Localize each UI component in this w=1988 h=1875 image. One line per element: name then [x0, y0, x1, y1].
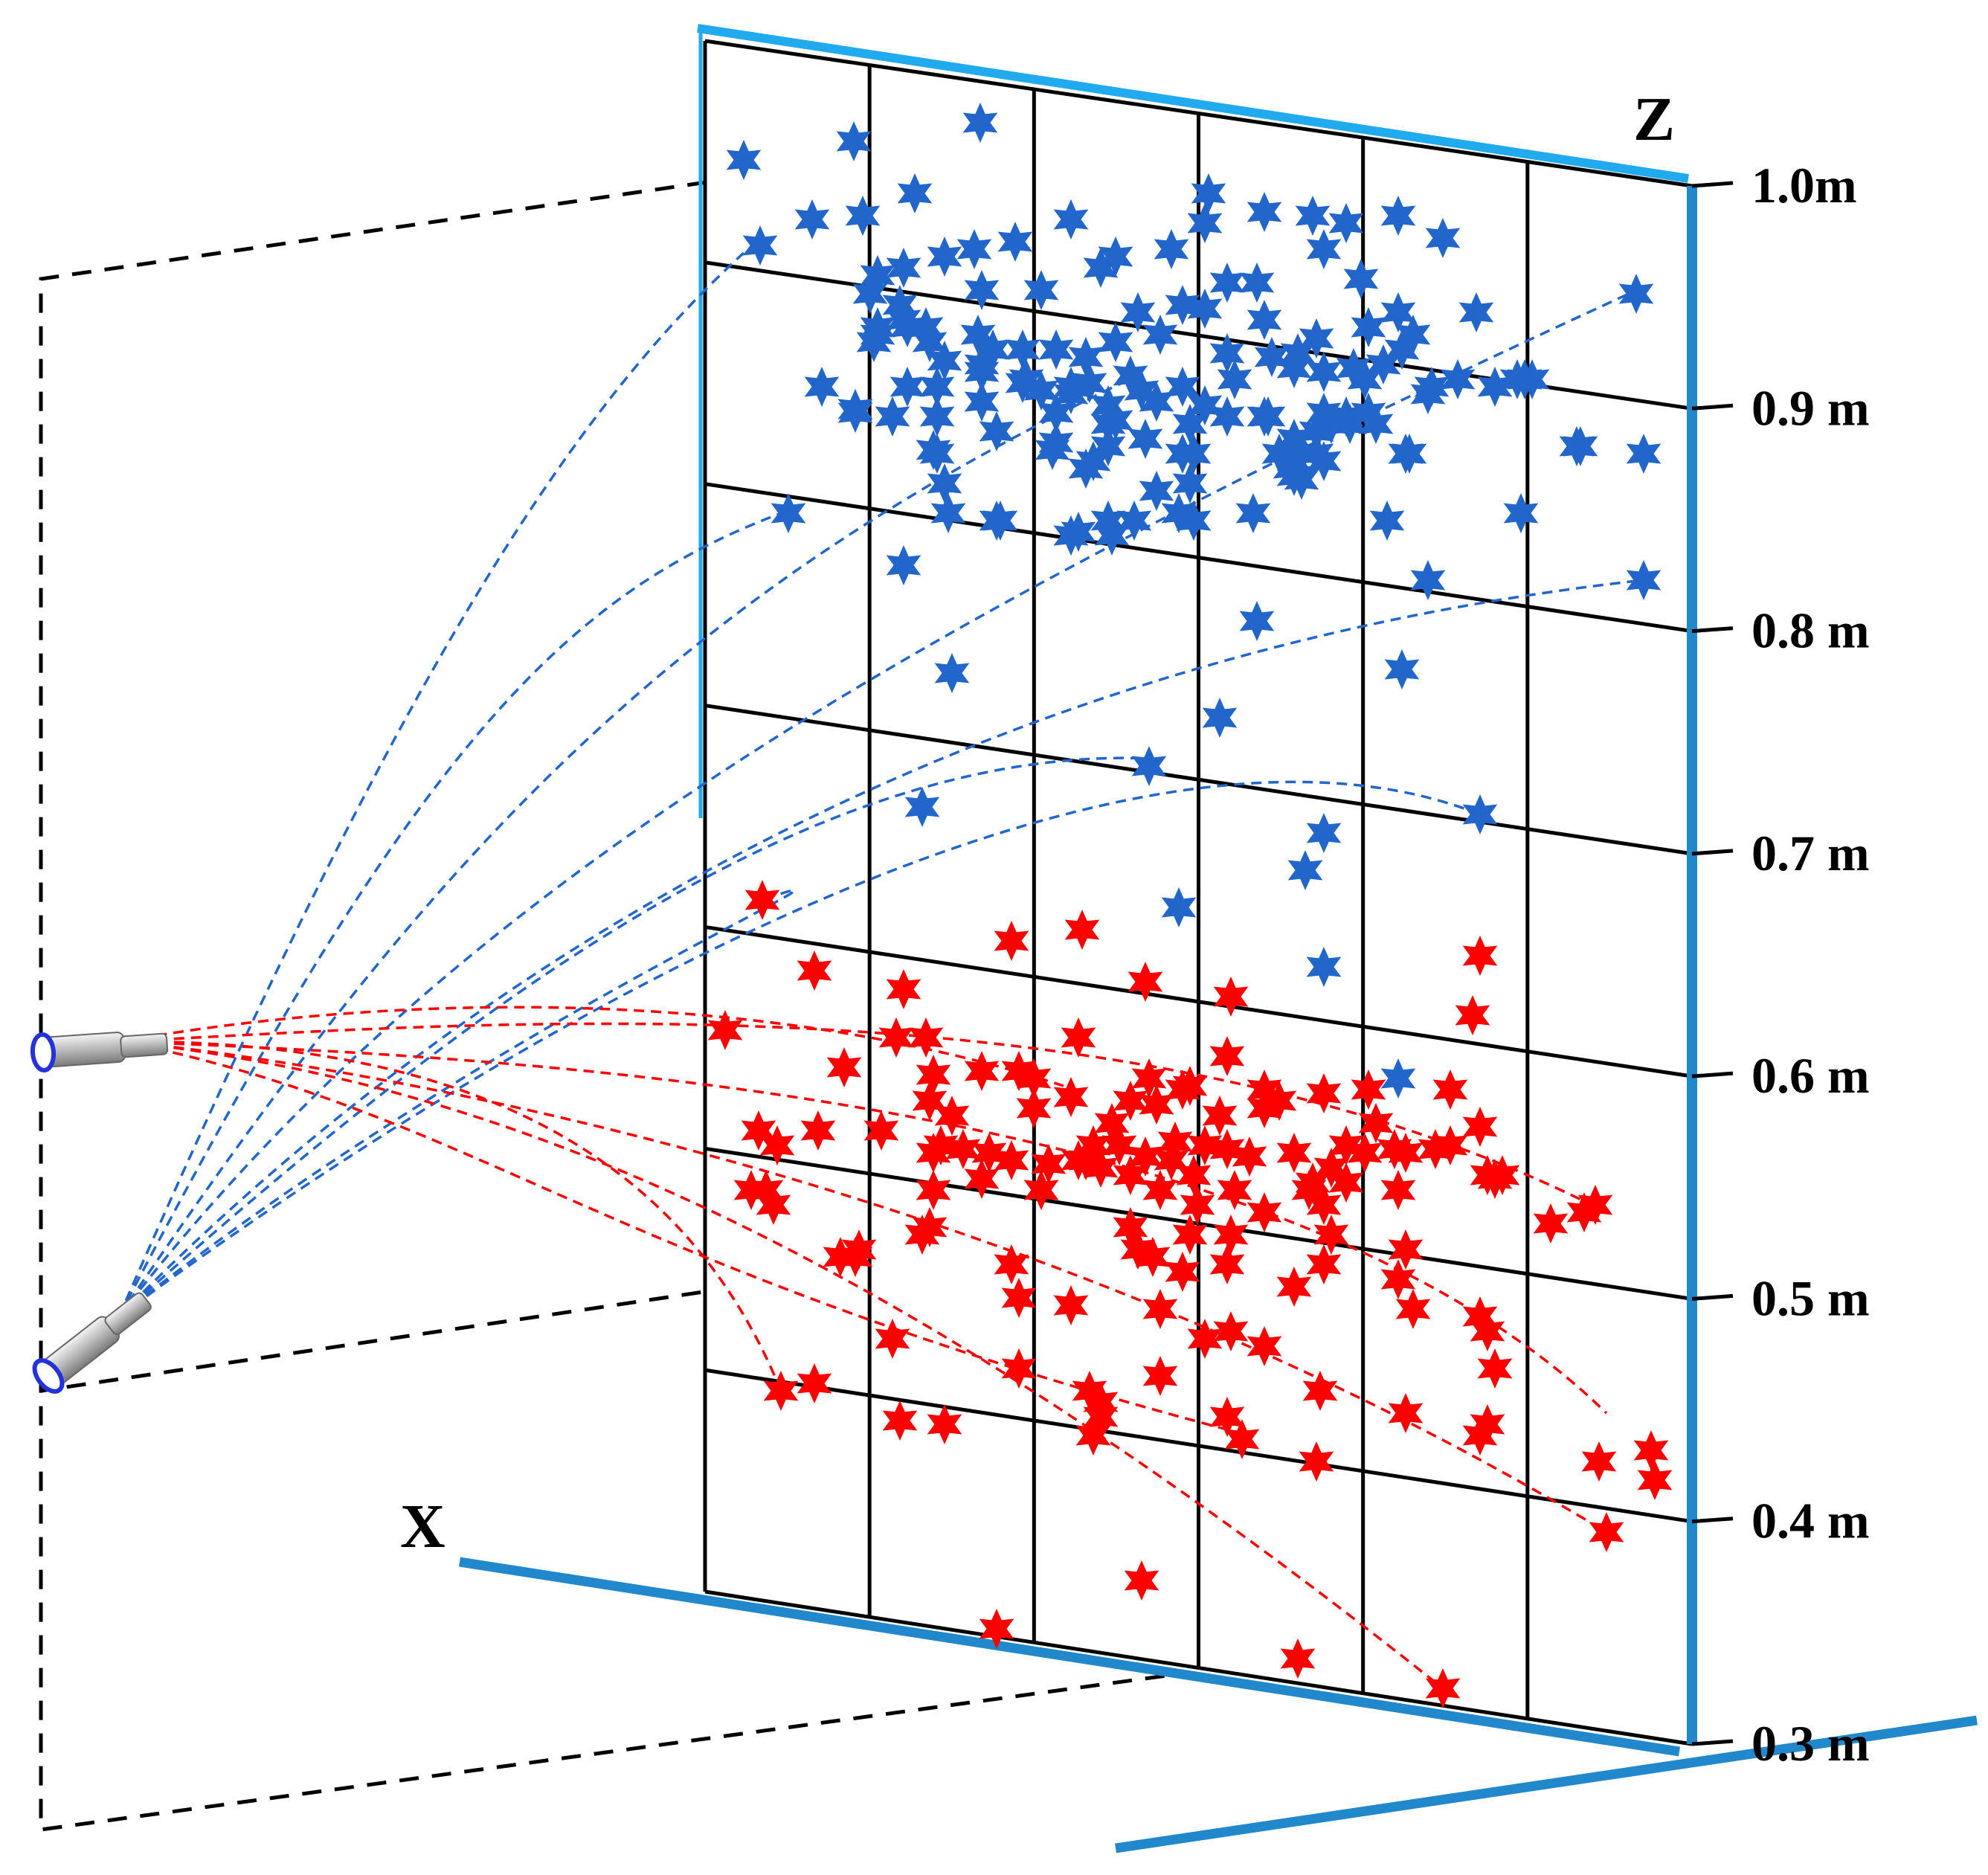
wall-top-edge	[697, 24, 1689, 183]
lower-trajectory	[122, 1040, 1608, 1415]
upper-trajectory	[118, 889, 796, 1318]
wall-grid-horizontal	[704, 482, 1693, 634]
wall-grid-horizontal	[704, 1146, 1693, 1301]
upper-trajectory	[118, 780, 1481, 1318]
lower-trajectory	[122, 1040, 1444, 1690]
height-label: 0.7 m	[1751, 825, 1870, 881]
height-label: 0.3 m	[1751, 1715, 1870, 1772]
height-tick	[1691, 849, 1734, 856]
wall-grid-horizontal	[704, 1589, 1693, 1746]
wall-grid-horizontal	[704, 704, 1693, 856]
lower-trajectory	[122, 1040, 1250, 1437]
upper-trajectory	[118, 251, 745, 1317]
x-axis-label: X	[400, 1492, 445, 1561]
height-tick	[1691, 403, 1734, 411]
height-label: 1.0m	[1751, 157, 1857, 213]
wall-panel	[697, 24, 1697, 1746]
lower-nozzle-trajectories	[122, 1006, 1608, 1690]
wall-grid-horizontal	[704, 39, 1693, 188]
height-tick	[1691, 1739, 1734, 1746]
upper-trajectory	[118, 512, 782, 1317]
wall-grid-horizontal	[704, 924, 1693, 1078]
z-axis-label: Z	[1633, 85, 1675, 154]
lower-trajectory	[122, 1040, 782, 1392]
height-tick	[1691, 1293, 1734, 1301]
height-tick	[1691, 1071, 1734, 1078]
lower-nozzle-icon	[32, 1292, 152, 1394]
height-label: 0.9 m	[1751, 379, 1870, 436]
height-label: 0.4 m	[1751, 1493, 1870, 1549]
height-tick	[1691, 626, 1734, 634]
wall-grid-horizontal	[704, 1368, 1693, 1524]
height-label: 0.6 m	[1751, 1047, 1870, 1104]
lower-trajectory	[122, 1040, 1607, 1534]
height-tick	[1691, 181, 1734, 188]
x-axis-line	[459, 1557, 1680, 1757]
height-tick	[1691, 1517, 1734, 1524]
upper-nozzle-icon	[30, 1032, 169, 1072]
upper-trajectory	[118, 756, 1154, 1318]
lower-trajectory	[122, 1006, 1064, 1087]
height-label: 0.8 m	[1751, 602, 1870, 659]
height-label: 0.5 m	[1751, 1270, 1870, 1326]
upper-trajectory	[118, 579, 1644, 1318]
height-scale: 1.0m 0.9 m 0.8 m 0.7 m 0.6 m 0.5 m 0.4 m 0.3 m	[1691, 157, 1870, 1772]
y-axis-line	[1115, 1715, 1978, 1853]
